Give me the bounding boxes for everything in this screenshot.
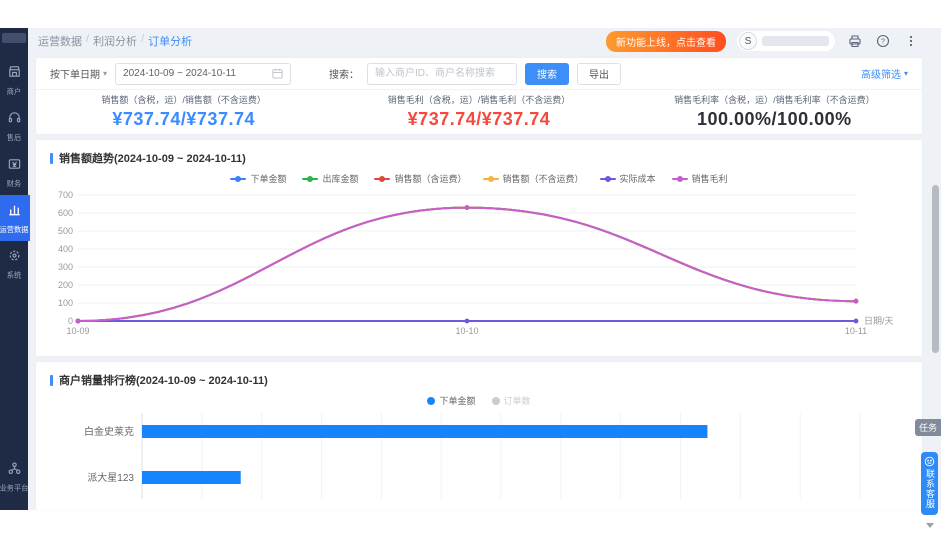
app-window: 商户 售后 财务 运营数据 系统 业务平台 运营数据 / 利润分析 / 订单分析 新功能上线，点… (0, 28, 941, 528)
merchant-ranking-panel: 商户销量排行榜(2024-10-09 ~ 2024-10-11) 下单金额 订单数… (36, 362, 922, 510)
sidebar-item-business-platform[interactable]: 业务平台 (0, 454, 30, 500)
merchant-ranking-title: 商户销量排行榜(2024-10-09 ~ 2024-10-11) (36, 362, 922, 390)
legend-item[interactable]: 销售额（含运费） (374, 172, 467, 185)
sidebar: 商户 售后 财务 运营数据 系统 业务平台 (0, 28, 30, 510)
avatar: S (739, 32, 757, 50)
gear-icon (7, 248, 22, 268)
legend-item[interactable]: 销售毛利 (671, 172, 728, 185)
kpi-card-2: 销售毛利率（含税，运）/销售毛利率（不含运费） 100.00%/100.00% (627, 93, 922, 130)
title-accent-bar (50, 374, 53, 386)
legend-marker (302, 175, 319, 182)
date-type-select[interactable]: 按下单日期 ▾ (50, 69, 108, 81)
legend-marker (671, 175, 688, 182)
legend-item[interactable]: 订单数 (491, 394, 531, 407)
breadcrumb: 运营数据 / 利润分析 / 订单分析 (38, 33, 193, 48)
legend-marker (230, 175, 247, 182)
help-icon[interactable]: ? (874, 32, 892, 50)
search-button[interactable]: 搜索 (525, 62, 570, 85)
storefront-icon (7, 64, 22, 84)
bar-chart-icon (7, 202, 22, 222)
kpi-row: 销售额（含税，运）/销售额（不含运费） ¥737.74/¥737.74 销售毛利（含… (36, 90, 922, 133)
search-input[interactable] (367, 62, 518, 85)
legend-marker (491, 396, 500, 405)
svg-text:200: 200 (58, 280, 73, 290)
legend-marker (374, 175, 391, 182)
svg-text:300: 300 (58, 262, 73, 272)
filter-row: 按下单日期▾ 2024-10-09 ~ 2024-10-11 搜索： 搜索 导出… (36, 58, 922, 90)
sidebar-item-finance[interactable]: 财务 (0, 149, 30, 195)
kpi-value: 100.00%/100.00% (697, 109, 852, 129)
sidebar-item-merchant[interactable]: 商户 (0, 57, 30, 103)
more-options-icon[interactable] (902, 32, 920, 50)
svg-text:派大星123: 派大星123 (87, 471, 134, 484)
wallet-icon (7, 156, 22, 176)
bar-chart-legend: 下单金额 订单数 (36, 390, 922, 409)
svg-text:10-11: 10-11 (845, 326, 867, 336)
advanced-filter-toggle[interactable]: 高级筛选 ▾ (860, 69, 908, 81)
legend-item[interactable]: 下单金额 (427, 394, 476, 407)
kpi-card-0: 销售额（含税，运）/销售额（不含运费） ¥737.74/¥737.74 (36, 93, 331, 130)
sidebar-item-aftersales[interactable]: 售后 (0, 103, 30, 149)
svg-text:400: 400 (58, 244, 73, 254)
svg-text:?: ? (881, 39, 885, 46)
export-button[interactable]: 导出 (577, 62, 622, 85)
svg-text:100: 100 (58, 298, 73, 308)
new-feature-badge[interactable]: 新功能上线，点击查看 (606, 30, 726, 52)
contact-service-button[interactable]: 联系客服 (921, 452, 938, 515)
main-content: 运营数据 / 利润分析 / 订单分析 新功能上线，点击查看 S ? (28, 28, 930, 510)
svg-text:500: 500 (58, 226, 73, 236)
legend-marker (427, 396, 436, 405)
legend-item[interactable]: 下单金额 (230, 172, 286, 185)
svg-text:700: 700 (58, 190, 73, 200)
sales-trend-line-chart[interactable]: 0 100 200 300 400 500 600 700 10-09 10-10 10-11日期/… (42, 187, 922, 345)
legend-item[interactable]: 出库金额 (302, 172, 358, 185)
svg-text:600: 600 (58, 208, 73, 218)
date-range-picker[interactable]: 2024-10-09 ~ 2024-10-11 (115, 62, 292, 85)
line-chart-legend: 下单金额 出库金额 销售额（含运费） 销售额（不含运费） 实际成本 销售毛利 (36, 168, 922, 187)
kpi-card-1: 销售毛利（含税，运）/销售毛利（不含运费） ¥737.74/¥737.74 (331, 93, 626, 130)
svg-text:日期/天: 日期/天 (864, 316, 894, 326)
title-accent-bar (50, 152, 53, 164)
kpi-value: ¥737.74/¥737.74 (407, 109, 551, 129)
filter-kpi-card: 按下单日期▾ 2024-10-09 ~ 2024-10-11 搜索： 搜索 导出… (36, 58, 922, 134)
user-menu[interactable]: S (736, 30, 836, 52)
sidebar-item-operations-data[interactable]: 运营数据 (0, 195, 30, 241)
sales-trend-title: 销售额趋势(2024-10-09 ~ 2024-10-11) (36, 140, 922, 168)
org-icon (7, 461, 22, 481)
task-tab[interactable]: 任务 (914, 419, 941, 436)
app-logo (2, 33, 26, 43)
sales-trend-panel: 销售额趋势(2024-10-09 ~ 2024-10-11) 下单金额 出库金额 销… (36, 140, 922, 356)
legend-marker (482, 175, 499, 182)
legend-item[interactable]: 销售额（不含运费） (482, 172, 584, 185)
print-icon[interactable] (846, 32, 864, 50)
kpi-value: ¥737.74/¥737.74 (112, 109, 255, 129)
vertical-scrollbar[interactable] (932, 185, 939, 353)
calendar-icon (272, 68, 283, 79)
smiley-icon (924, 456, 935, 467)
svg-text:10-10: 10-10 (455, 326, 478, 336)
breadcrumb-item[interactable]: 利润分析 (93, 36, 138, 48)
breadcrumb-item[interactable]: 订单分析 (148, 36, 193, 48)
search-label: 搜索： (329, 70, 360, 81)
username-redacted (762, 36, 829, 46)
sidebar-item-system[interactable]: 系统 (0, 241, 30, 287)
legend-item[interactable]: 实际成本 (599, 172, 656, 185)
legend-marker (599, 175, 616, 182)
headset-icon (7, 110, 22, 130)
kpi-label: 销售毛利（含税，运）/销售毛利（不含运费） (387, 95, 571, 105)
svg-text:0: 0 (68, 316, 73, 326)
top-bar: 运营数据 / 利润分析 / 订单分析 新功能上线，点击查看 S ? (28, 28, 930, 54)
collapse-caret-icon[interactable] (926, 523, 934, 528)
kpi-label: 销售额（含税，运）/销售额（不含运费） (101, 95, 266, 105)
svg-text:10-09: 10-09 (66, 326, 89, 336)
kpi-label: 销售毛利率（含税，运）/销售毛利率（不含运费） (674, 95, 875, 105)
svg-text:白金史莱克: 白金史莱克 (84, 425, 134, 438)
breadcrumb-item[interactable]: 运营数据 (38, 36, 82, 48)
